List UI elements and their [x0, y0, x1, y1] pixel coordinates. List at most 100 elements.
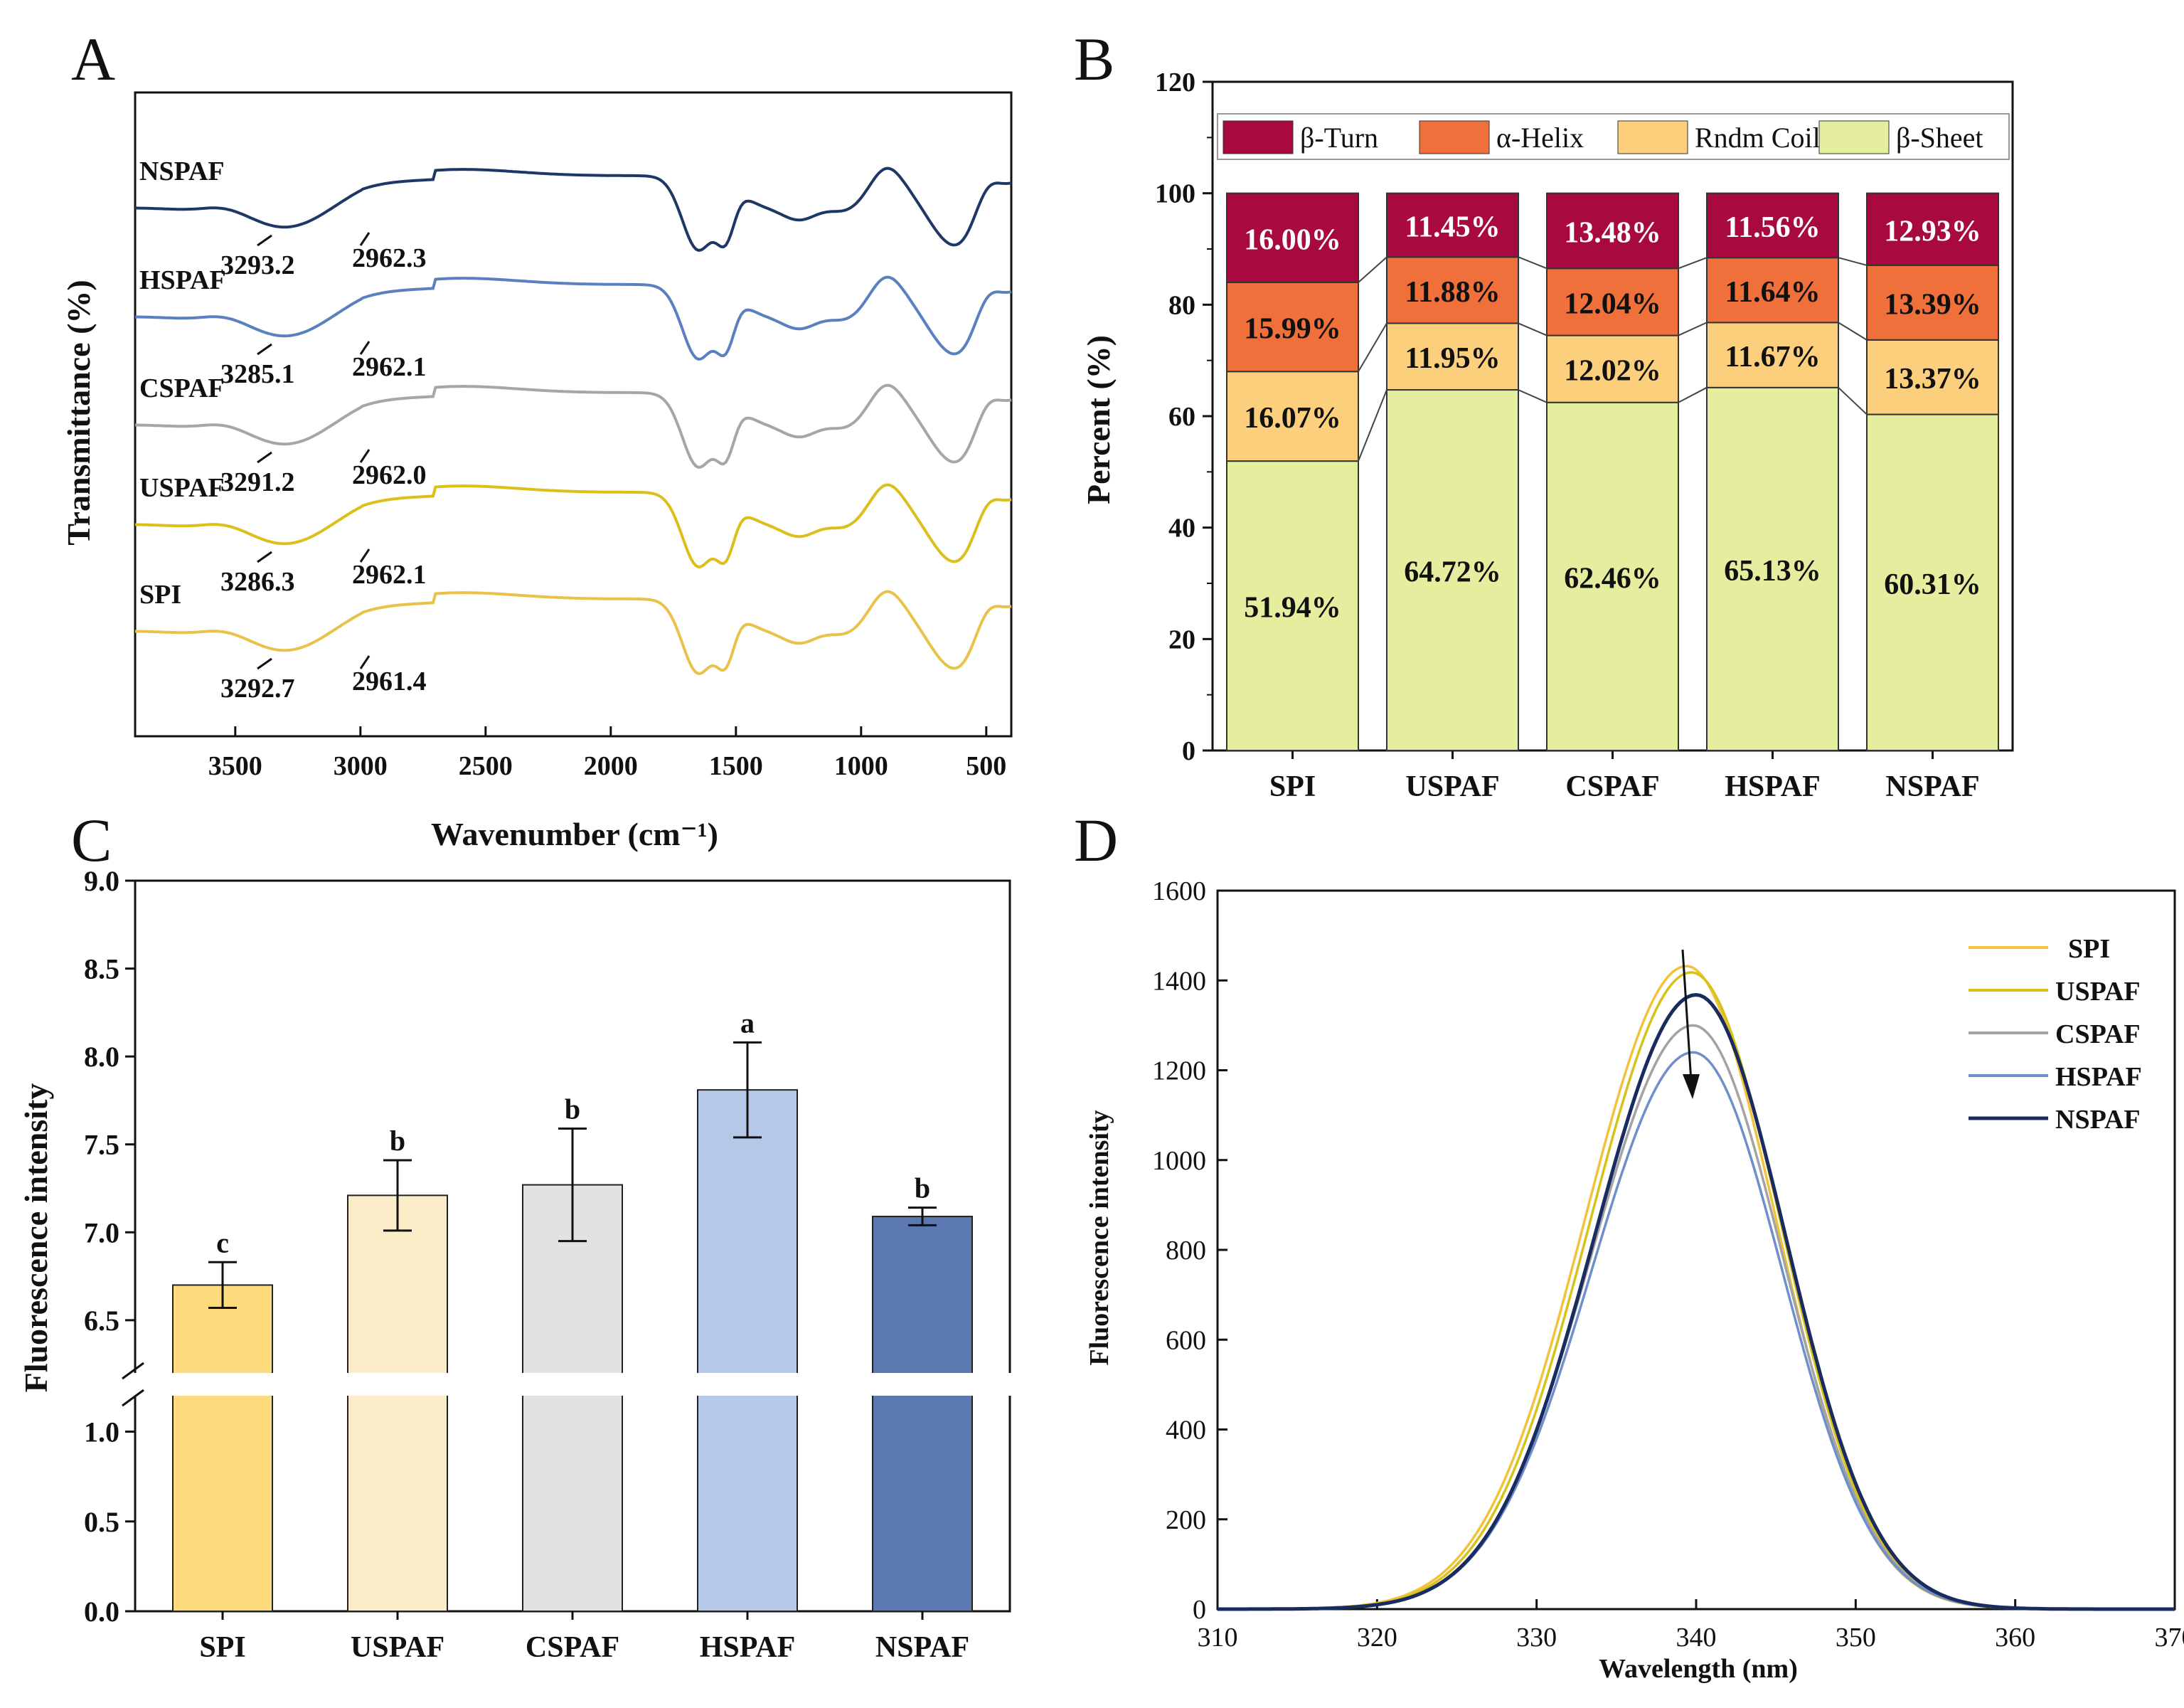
panel-a-spectrum-nspaf	[134, 166, 1012, 252]
panel-c-ytick-label: 6.5	[84, 1305, 119, 1337]
panel-b-connector	[1678, 322, 1708, 336]
panel-b-connector	[1838, 257, 1868, 266]
panel-a-xtick-label: 2000	[584, 751, 638, 781]
panel-d-trend-arrow	[1681, 949, 1693, 1082]
panel-a-xtick-label: 3000	[334, 751, 388, 781]
panel-b-category-label: CSPAF	[1565, 770, 1659, 803]
panel-b-legend-swatch	[1222, 120, 1294, 154]
panel-a-xtick-label: 2500	[459, 751, 513, 781]
panel-d-xtick-label: 320	[1357, 1623, 1397, 1653]
panel-b-connector	[1838, 322, 1868, 341]
panel-a-xtick-label: 1000	[834, 751, 888, 781]
panel-b-segment-label: 60.31%	[1884, 568, 1981, 601]
panel-c-bar-uspaf	[347, 1194, 448, 1612]
panel-b-segment-label: 16.00%	[1244, 223, 1341, 256]
panel-c-bar-cspaf	[522, 1184, 623, 1612]
panel-c-ytick-label: 7.5	[84, 1129, 119, 1161]
panel-a-series-label: CSPAF	[139, 373, 225, 403]
panel-b-legend-label: β-Turn	[1300, 122, 1378, 154]
panel-d-xtick-label: 350	[1836, 1623, 1876, 1653]
panel-d-frame	[1216, 889, 2176, 1611]
panel-b-segment-label: 12.93%	[1884, 215, 1981, 248]
panel-d-xlabel: Wavelength (nm)	[1599, 1654, 1798, 1684]
panel-b-connector	[1358, 322, 1387, 372]
panel-b-segment-label: 11.95%	[1405, 342, 1500, 375]
panel-c-ytick-label: 1.0	[84, 1416, 119, 1448]
panel-a-peak-label: 3291.2	[220, 467, 295, 497]
panel-d-xtick-label: 310	[1198, 1623, 1238, 1653]
panel-a-peak-arrow	[359, 341, 371, 355]
panel-b-segment-label: 65.13%	[1724, 555, 1821, 588]
panel-a-spectrum-hspaf	[134, 275, 1012, 361]
panel-b-connector	[1838, 387, 1868, 415]
panel-b-bar-segment	[1386, 192, 1519, 258]
panel-c-ytick-label: 7.0	[84, 1216, 119, 1248]
panel-b-ytick-label: 60	[1168, 402, 1195, 432]
panel-c-break-mark	[122, 1389, 144, 1407]
panel-c-category-label: HSPAF	[700, 1631, 796, 1664]
panel-b-segment-label: 62.46%	[1564, 562, 1661, 595]
panel-d-curve-nspaf	[1218, 992, 2175, 1611]
panel-c-bar-spi	[172, 1284, 273, 1613]
panel-a-ylabel: Transmittance (%)	[60, 280, 97, 545]
panel-label-a: A	[71, 25, 115, 93]
panel-d-ytick-label: 400	[1166, 1416, 1206, 1446]
panel-a-spectrum-uspaf	[134, 483, 1012, 568]
panel-a-series-label: SPI	[139, 580, 181, 610]
panel-c-significance-letter: b	[390, 1125, 405, 1157]
panel-c-ytick-label: 0.5	[84, 1506, 119, 1538]
panel-b-segment-label: 13.37%	[1884, 363, 1981, 396]
panel-b-bar-segment	[1226, 460, 1359, 751]
panel-c-category-label: NSPAF	[875, 1631, 969, 1664]
panel-a-xlabel: Wavenumber (cm⁻¹)	[431, 816, 718, 852]
panel-d-legend-label: HSPAF	[2055, 1062, 2142, 1092]
panel-b-bar-segment	[1706, 192, 1839, 259]
panel-b-connector	[1678, 386, 1708, 403]
panel-c-significance-letter: b	[915, 1172, 930, 1204]
panel-a-peak-label: 2961.4	[352, 667, 427, 696]
panel-a-peak-arrow	[257, 343, 272, 356]
panel-b-category-label: USPAF	[1405, 770, 1499, 803]
panel-d-ytick-label: 1600	[1152, 876, 1206, 906]
panel-d-xtick-label: 340	[1676, 1623, 1717, 1653]
panel-b-legend-swatch	[1818, 120, 1890, 154]
panel-b-legend: β-Turn α-Helix Rndm Coil β-Sheet	[1217, 113, 2010, 160]
panel-b-bar-segment	[1706, 322, 1839, 388]
panel-c-ytick-label: 8.5	[84, 953, 119, 985]
panel-b-category-label: NSPAF	[1885, 770, 1979, 803]
panel-b-connector	[1518, 256, 1548, 270]
panel-b-bar-segment	[1546, 334, 1679, 403]
panel-b-category-label: HSPAF	[1725, 770, 1821, 803]
panel-b-segment-label: 16.07%	[1244, 402, 1341, 435]
panel-a-xtick-label: 500	[966, 751, 1006, 781]
panel-d-legend-label: USPAF	[2055, 977, 2141, 1007]
panel-b-category-label: SPI	[1269, 770, 1316, 803]
panel-a-xtick-label: 1500	[709, 751, 763, 781]
panel-d-ytick-label: 1000	[1152, 1146, 1206, 1176]
panel-b-segment-label: 11.64%	[1725, 276, 1820, 309]
panel-b-bar-segment	[1866, 339, 1999, 415]
panel-c-break-mark	[122, 1362, 144, 1380]
panel-c-bar-nspaf	[872, 1216, 973, 1612]
panel-b-legend-label: α-Helix	[1496, 122, 1584, 154]
panel-c-ytick-label: 9.0	[84, 865, 119, 897]
panel-b-bar-segment	[1386, 389, 1519, 751]
panel-a-peak-label: 3286.3	[220, 567, 295, 597]
panel-c-ytick-label: 0.0	[84, 1596, 119, 1628]
panel-a-peak-arrow	[257, 551, 272, 563]
panel-d-ytick-label: 200	[1166, 1505, 1206, 1535]
panel-a-spectrum-cspaf	[134, 383, 1012, 469]
panel-a-peak-arrow	[257, 234, 272, 247]
panel-c-significance-letter: c	[216, 1226, 229, 1258]
panel-a-peak-label: 2962.1	[352, 560, 427, 590]
panel-d-curve-hspaf	[1218, 1051, 2175, 1611]
panel-a-series-label: USPAF	[139, 473, 225, 503]
panel-d-curve-uspaf	[1218, 971, 2175, 1611]
panel-b-ytick-label: 20	[1168, 625, 1195, 654]
panel-b-connector	[1518, 322, 1548, 336]
panel-d-legend-label: CSPAF	[2055, 1019, 2141, 1049]
panel-a-ftir: 3500 3000 2500 2000 1500 1000 500 NSPAF 3293.2 29…	[134, 91, 1013, 781]
panel-a-peak-label: 3293.2	[220, 250, 295, 280]
panel-b-segment-label: 11.45%	[1405, 211, 1500, 244]
